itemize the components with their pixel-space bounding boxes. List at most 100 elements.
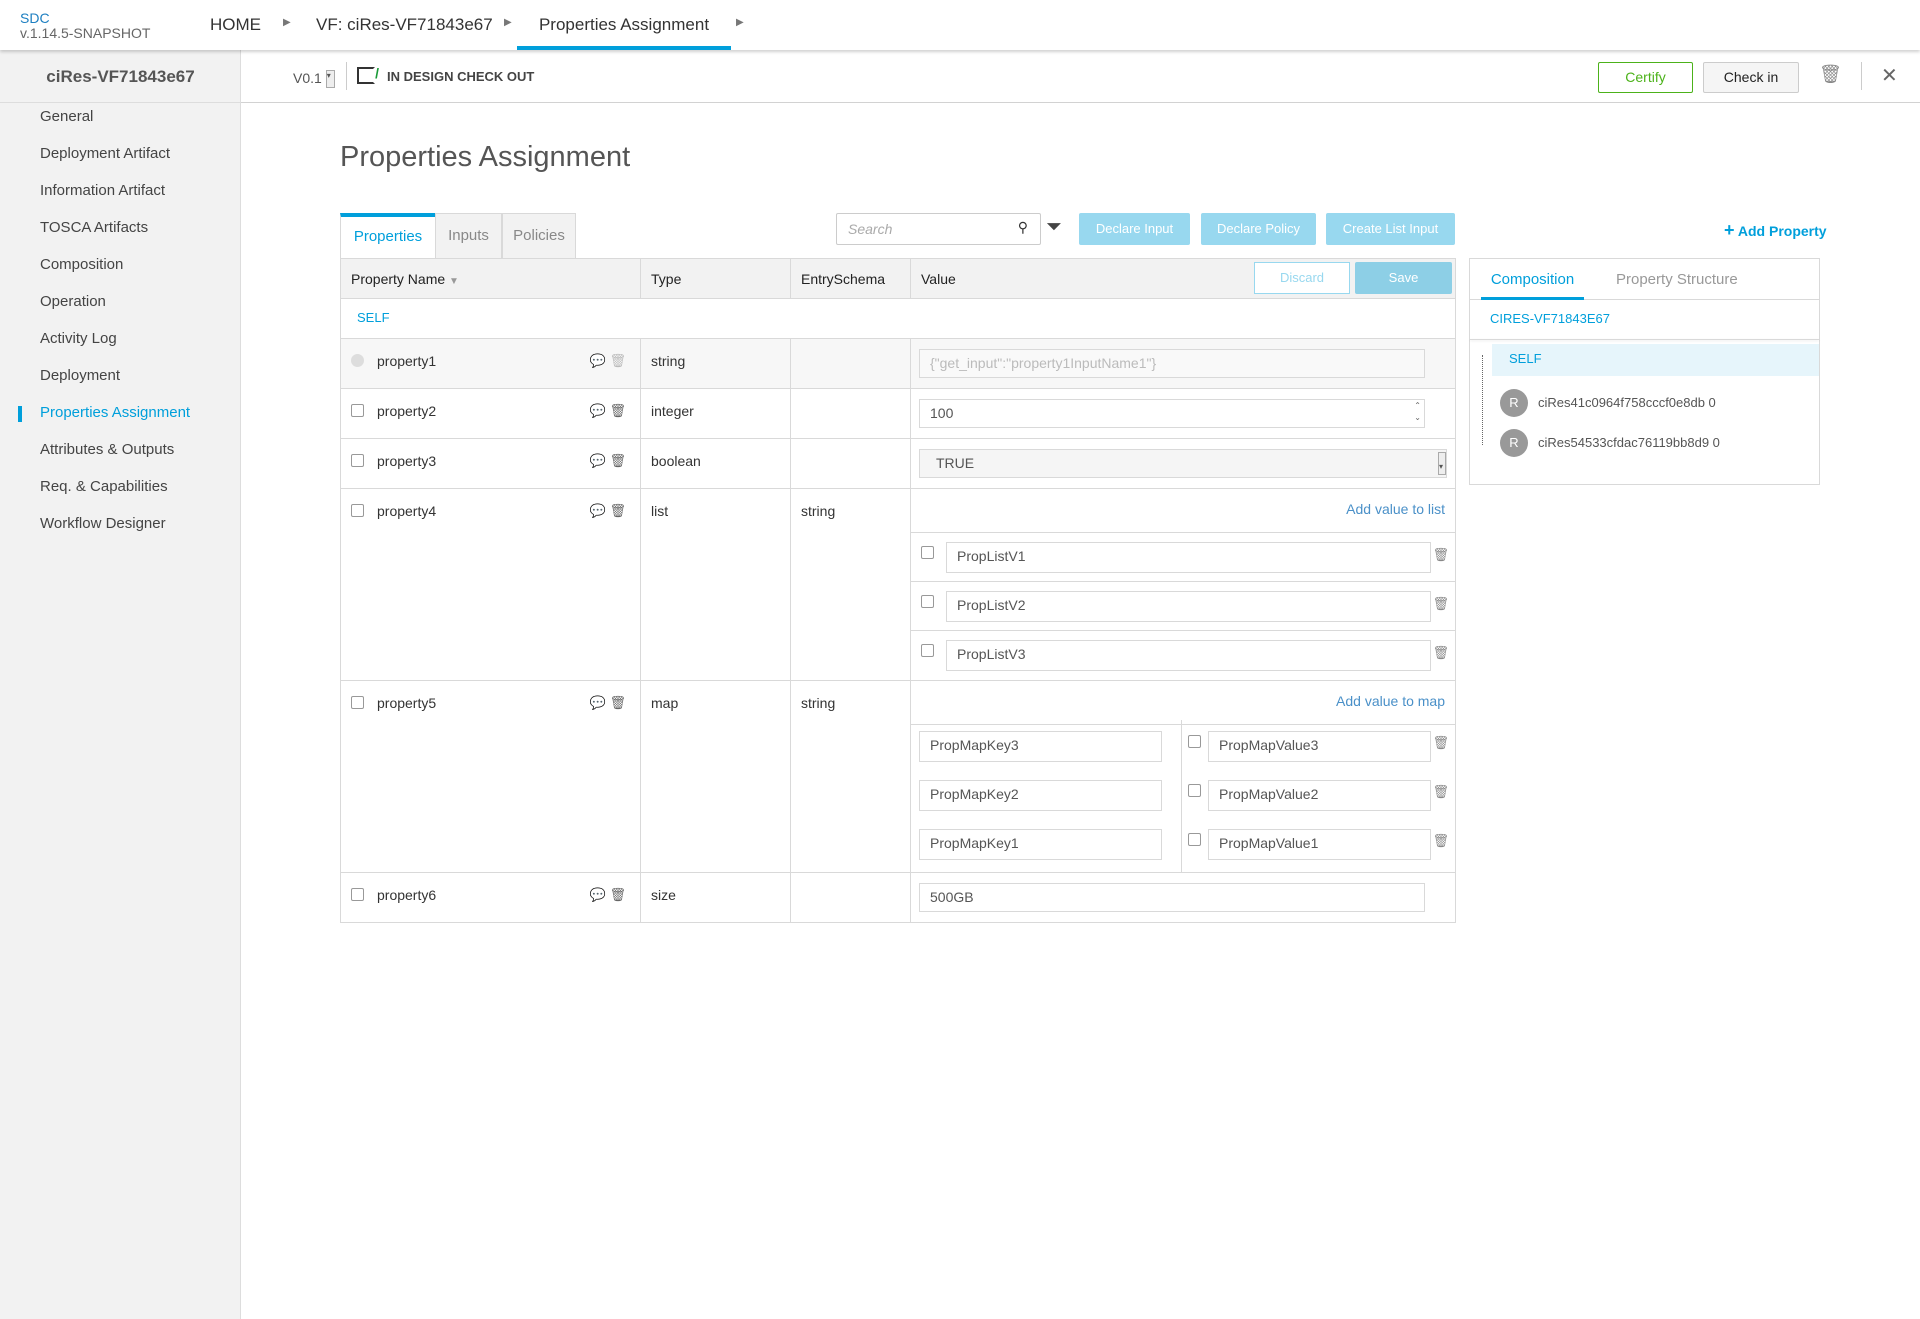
value-select[interactable]: TRUE ▾: [919, 449, 1447, 478]
list-value-input[interactable]: PropListV3: [946, 640, 1431, 671]
value-input[interactable]: {"get_input":"property1InputName1"}: [919, 349, 1425, 378]
check-in-button[interactable]: Check in: [1703, 62, 1799, 93]
value-input[interactable]: 500GB: [919, 883, 1425, 912]
sort-down-icon[interactable]: ▼: [449, 275, 459, 287]
sidebar-item[interactable]: TOSCA Artifacts: [40, 219, 149, 236]
map-value-input[interactable]: PropMapValue3: [1208, 731, 1431, 762]
map-item: PropMapKey3 PropMapValue3 🗑: [911, 720, 1455, 774]
map-key-input[interactable]: PropMapKey1: [919, 829, 1162, 860]
add-value-to-map-link[interactable]: Add value to map: [911, 681, 1455, 725]
trash-icon[interactable]: 🗑: [1432, 784, 1449, 799]
sidebar-item[interactable]: Req. & Capabilities: [40, 478, 168, 495]
description-icon[interactable]: 💬: [589, 503, 606, 518]
caret-down-icon: ▾: [325, 70, 335, 89]
chevron-right-icon[interactable]: ▶: [504, 17, 512, 28]
selected-indicator: [18, 406, 22, 422]
brand-logo[interactable]: SDC: [20, 10, 50, 26]
description-icon[interactable]: 💬: [589, 887, 606, 902]
tree-item-self[interactable]: SELF: [1492, 344, 1819, 376]
tree-item-instance[interactable]: ciRes41c0964f758cccf0e8db 0: [1538, 395, 1716, 410]
tab-composition[interactable]: Composition: [1481, 271, 1584, 300]
trash-icon[interactable]: 🗑: [609, 503, 626, 518]
tab-properties[interactable]: Properties: [340, 213, 435, 258]
trash-icon[interactable]: 🗑: [609, 353, 626, 368]
sidebar-item[interactable]: Deployment Artifact: [40, 145, 171, 162]
map-key-input[interactable]: PropMapKey2: [919, 780, 1162, 811]
row-checkbox[interactable]: [351, 696, 364, 709]
sidebar-item[interactable]: Properties Assignment: [40, 404, 191, 421]
trash-icon[interactable]: 🗑: [1432, 596, 1449, 611]
map-item-checkbox[interactable]: [1188, 833, 1201, 846]
sidebar-item[interactable]: Activity Log: [40, 330, 117, 347]
tab-inputs[interactable]: Inputs: [435, 213, 502, 258]
chevron-right-icon[interactable]: ▶: [283, 17, 291, 28]
list-value-input[interactable]: PropListV1: [946, 542, 1431, 573]
filter-icon[interactable]: ⏷: [1046, 216, 1062, 238]
declare-input-button[interactable]: Declare Input: [1079, 213, 1190, 245]
tab-property-structure[interactable]: Property Structure: [1616, 271, 1738, 288]
trash-icon[interactable]: 🗑: [1432, 833, 1449, 848]
list-item-checkbox[interactable]: [921, 595, 934, 608]
row-checkbox[interactable]: [351, 888, 364, 901]
certify-button[interactable]: Certify: [1598, 62, 1693, 93]
properties-tabs: Properties Inputs Policies: [340, 213, 576, 258]
row-checkbox[interactable]: [351, 504, 364, 517]
map-value-input[interactable]: PropMapValue1: [1208, 829, 1431, 860]
sidebar-item[interactable]: Workflow Designer: [40, 515, 166, 532]
map-item-checkbox[interactable]: [1188, 735, 1201, 748]
trash-icon[interactable]: 🗑: [609, 453, 626, 468]
add-value-to-list-link[interactable]: Add value to list: [911, 489, 1455, 533]
breadcrumb-vf[interactable]: VF: ciRes-VF71843e67: [316, 15, 493, 34]
property-name: property4: [377, 503, 437, 519]
row-checkbox[interactable]: [351, 454, 364, 467]
list-item-checkbox[interactable]: [921, 644, 934, 657]
discard-button[interactable]: Discard: [1254, 262, 1350, 294]
component-root[interactable]: CIRES-VF71843E67: [1490, 311, 1610, 326]
create-list-input-button[interactable]: Create List Input: [1326, 213, 1455, 245]
trash-icon[interactable]: 🗑: [609, 403, 626, 418]
map-item: PropMapKey2 PropMapValue2 🗑: [911, 769, 1455, 823]
close-icon[interactable]: ✕: [1881, 65, 1898, 87]
map-item-checkbox[interactable]: [1188, 784, 1201, 797]
tree-item-instance[interactable]: ciRes54533cfdac76119bb8d9 0: [1538, 435, 1720, 450]
tab-policies[interactable]: Policies: [502, 213, 576, 258]
sidebar-item[interactable]: Operation: [40, 293, 106, 310]
trash-icon[interactable]: 🗑: [1432, 645, 1449, 660]
search-input[interactable]: Search ⚲: [836, 213, 1041, 245]
row-checkbox[interactable]: [351, 354, 364, 367]
list-item-checkbox[interactable]: [921, 546, 934, 559]
list-value-input[interactable]: PropListV2: [946, 591, 1431, 622]
save-button[interactable]: Save: [1355, 262, 1452, 294]
search-icon[interactable]: ⚲: [1017, 219, 1028, 235]
sidebar-item[interactable]: Information Artifact: [40, 182, 166, 199]
breadcrumb-home[interactable]: HOME: [210, 15, 261, 34]
trash-icon[interactable]: 🗑: [1432, 735, 1449, 750]
sidebar-item[interactable]: Composition: [40, 256, 124, 273]
column-property-name[interactable]: Property Name ▼: [340, 258, 641, 299]
trash-icon[interactable]: 🗑: [1819, 64, 1842, 84]
description-icon[interactable]: 💬: [589, 453, 606, 468]
column-entryschema: EntrySchema: [790, 258, 911, 299]
breadcrumb-current[interactable]: Properties Assignment: [517, 0, 731, 50]
value-input[interactable]: 100 ⌃ ⌄: [919, 399, 1425, 428]
trash-icon[interactable]: 🗑: [609, 887, 626, 902]
value-cell: TRUE ▾: [910, 438, 1456, 489]
sidebar-item[interactable]: General: [40, 108, 94, 125]
map-value-input[interactable]: PropMapValue2: [1208, 780, 1431, 811]
description-icon[interactable]: 💬: [589, 695, 606, 710]
sidebar-item[interactable]: Attributes & Outputs: [40, 441, 175, 458]
chevron-right-icon[interactable]: ▶: [736, 17, 744, 28]
description-icon[interactable]: 💬: [589, 353, 606, 368]
declare-policy-button[interactable]: Declare Policy: [1201, 213, 1316, 245]
sidebar-item[interactable]: Deployment: [40, 367, 121, 384]
number-stepper[interactable]: ⌃ ⌄: [1414, 401, 1421, 422]
column-type: Type: [640, 258, 791, 299]
trash-icon[interactable]: 🗑: [1432, 547, 1449, 562]
list-item: PropListV3 🗑: [911, 631, 1455, 680]
trash-icon[interactable]: 🗑: [609, 695, 626, 710]
map-key-input[interactable]: PropMapKey3: [919, 731, 1162, 762]
description-icon[interactable]: 💬: [589, 403, 606, 418]
add-property-button[interactable]: + Add Property: [1724, 220, 1827, 241]
row-checkbox[interactable]: [351, 404, 364, 417]
version-select[interactable]: V0.1 ▾: [293, 70, 335, 89]
